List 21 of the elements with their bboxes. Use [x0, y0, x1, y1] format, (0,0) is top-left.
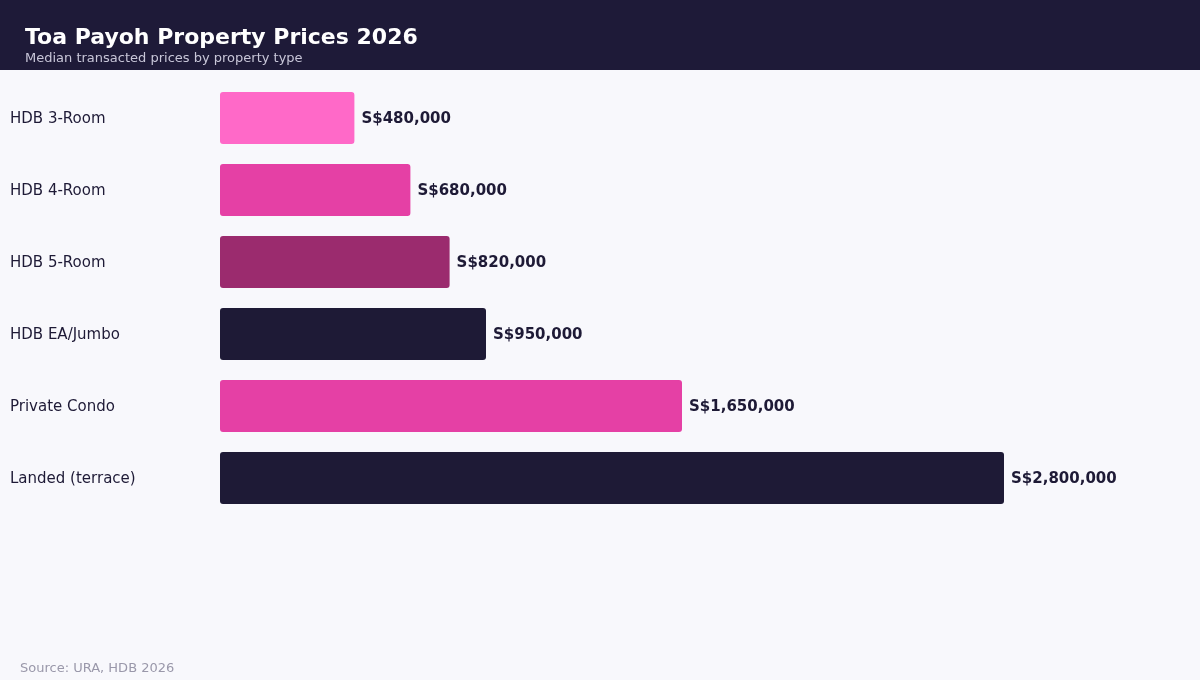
- bar: [220, 380, 682, 432]
- chart-title: Toa Payoh Property Prices 2026: [25, 23, 418, 49]
- y-tick-label: Private Condo: [10, 397, 115, 415]
- bar: [220, 164, 411, 216]
- data-label: S$1,650,000: [689, 397, 795, 415]
- y-tick-label: Landed (terrace): [10, 469, 136, 487]
- data-label: S$680,000: [417, 181, 507, 199]
- data-label: S$950,000: [493, 325, 583, 343]
- bar: [220, 236, 450, 288]
- bar: [220, 452, 1004, 504]
- source-note: Source: URA, HDB 2026: [20, 660, 175, 675]
- data-label: S$820,000: [456, 253, 547, 271]
- data-label: S$2,800,000: [1011, 469, 1117, 487]
- y-tick-label: HDB EA/Jumbo: [10, 325, 120, 343]
- bar: [220, 308, 486, 360]
- data-label: S$480,000: [361, 109, 451, 127]
- y-tick-label: HDB 4-Room: [10, 181, 106, 199]
- y-tick-label: HDB 3-Room: [10, 109, 106, 127]
- chart-subtitle: Median transacted prices by property type: [25, 50, 303, 65]
- bar: [220, 92, 355, 144]
- y-tick-label: HDB 5-Room: [10, 253, 106, 271]
